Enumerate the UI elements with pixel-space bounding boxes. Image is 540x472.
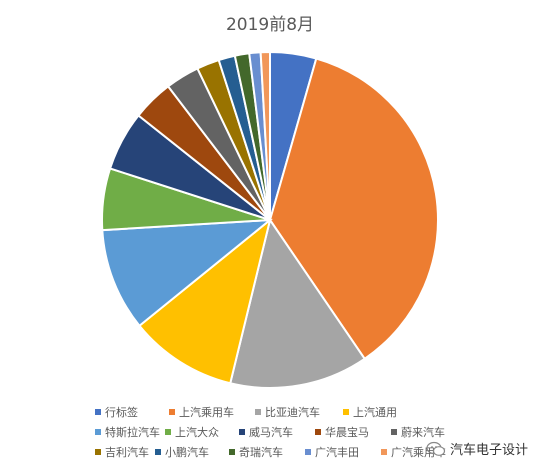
legend-label: 威马汽车 [249, 425, 293, 439]
legend-item: 上汽大众 [165, 424, 239, 439]
legend-label: 特斯拉汽车 [105, 425, 160, 439]
legend-swatch [95, 428, 101, 435]
legend-label: 广汽丰田 [315, 445, 359, 459]
wechat-icon [426, 441, 446, 456]
chart-title: 2019前8月 [225, 15, 315, 35]
legend-label: 小鹏汽车 [165, 445, 209, 459]
legend-swatch [315, 428, 321, 435]
legend-label: 蔚来汽车 [401, 425, 445, 439]
legend-label: 上汽大众 [175, 425, 219, 439]
legend-label: 上汽通用 [353, 405, 397, 419]
pie-slice-13 [259, 50, 271, 221]
legend-label: 广汽乘用车 [391, 445, 446, 459]
legend-item: 广汽丰田 [305, 444, 381, 459]
watermark-text: 汽车电子设计 [449, 443, 528, 458]
pie-slice-3 [138, 217, 272, 385]
legend-swatch [155, 448, 161, 455]
legend-item: 华晨宝马 [315, 424, 391, 439]
legend-swatch [305, 448, 311, 455]
legend-item: 小鹏汽车 [155, 444, 229, 459]
legend-swatch [343, 408, 349, 415]
legend-label: 比亚迪汽车 [265, 405, 320, 419]
pie-chart [101, 50, 439, 389]
legend-item: 比亚迪汽车 [255, 404, 343, 419]
legend-swatch [169, 408, 175, 415]
legend-label: 奇瑞汽车 [239, 445, 283, 459]
legend-swatch [95, 408, 101, 415]
legend-swatch [381, 448, 387, 455]
legend-item: 奇瑞汽车 [229, 444, 305, 459]
legend-item: 广汽乘用车 [381, 444, 457, 459]
legend-item: 行标签 [95, 404, 169, 419]
legend-item: 上汽通用 [343, 404, 419, 419]
pie-slice-2 [229, 217, 367, 389]
pie-slice-4 [101, 218, 274, 328]
legend-label: 行标签 [105, 405, 138, 419]
legend-swatch [95, 448, 101, 455]
legend-swatch [391, 428, 397, 435]
legend-item: 蔚来汽车 [391, 424, 467, 439]
pie-slice-1 [268, 57, 439, 361]
legend-label: 华晨宝马 [325, 425, 369, 439]
legend-item: 威马汽车 [239, 424, 315, 439]
legend-label: 上汽乘用车 [179, 405, 234, 419]
legend-swatch [239, 428, 245, 435]
legend-item: 上汽乘用车 [169, 404, 255, 419]
legend: 行标签 上汽乘用车 比亚迪汽车 上汽通用特斯拉汽车 上汽大众 威马汽车 华晨宝马 蔚来汽车吉利… [95, 404, 475, 459]
legend-label: 吉利汽车 [105, 445, 149, 459]
legend-swatch [229, 448, 235, 455]
watermark: 汽车电子设计 [426, 439, 528, 458]
legend-item: 吉利汽车 [95, 444, 155, 459]
legend-swatch [255, 408, 261, 415]
legend-swatch [165, 428, 171, 435]
legend-item: 特斯拉汽车 [95, 424, 165, 439]
